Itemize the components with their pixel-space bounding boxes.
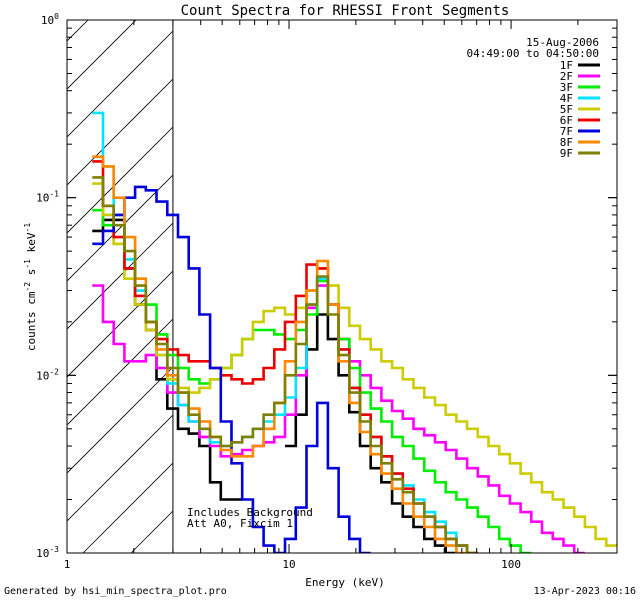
y-label-part-3: keV bbox=[25, 232, 38, 259]
x-axis-label: Energy (keV) bbox=[305, 576, 384, 589]
legend-label: 6F bbox=[560, 114, 573, 127]
y-tick-label: 10-2 bbox=[36, 367, 59, 382]
y-tick-label: 10-1 bbox=[36, 190, 59, 205]
legend-label: 4F bbox=[560, 92, 573, 105]
annotation-attenuator: Att A0, Fixcim 1 bbox=[187, 517, 293, 530]
legend-label: 5F bbox=[560, 103, 573, 116]
hatched-region bbox=[0, 20, 617, 553]
legend-label: 8F bbox=[560, 136, 573, 149]
x-tick-label: 1 bbox=[64, 558, 71, 571]
series-9F bbox=[92, 176, 478, 553]
y-label-exp-2: -1 bbox=[23, 259, 32, 269]
y-tick-label: 100 bbox=[41, 12, 59, 27]
y-tick-label: 10-3 bbox=[36, 545, 59, 560]
y-label-part-1: counts cm bbox=[25, 291, 38, 351]
y-label-exp-1: -2 bbox=[23, 282, 32, 292]
plot-frame bbox=[66, 19, 618, 554]
series-5F bbox=[92, 182, 617, 547]
time-range-label: 04:49:00 to 04:50:00 bbox=[467, 47, 599, 60]
legend-label: 7F bbox=[560, 125, 573, 138]
chart-title: Count Spectra for RHESSI Front Segments bbox=[181, 3, 510, 19]
axis-ticks bbox=[66, 19, 618, 554]
y-axis-label: counts cm-2 s-1 keV-1 bbox=[23, 223, 38, 351]
y-tick-labels: 10-3 10-2 10-1 100 bbox=[36, 12, 59, 560]
series-layer bbox=[92, 111, 617, 553]
annotation-background: Includes Background bbox=[187, 506, 313, 519]
hatch-line bbox=[67, 20, 89, 42]
y-label-part-2: s bbox=[25, 269, 38, 282]
hatch-line bbox=[67, 20, 137, 90]
x-tick-label: 100 bbox=[501, 558, 521, 571]
hatch-mask bbox=[172, 20, 617, 553]
hatch-line bbox=[67, 20, 185, 138]
legend-label: 9F bbox=[560, 147, 573, 160]
legend-label: 3F bbox=[560, 81, 573, 94]
generated-by-label: Generated by hsi_min_spectra_plot.pro bbox=[4, 586, 227, 597]
hatch-line bbox=[0, 20, 40, 553]
x-tick-labels: 1 10 100 bbox=[64, 558, 521, 571]
timestamp-label: 13-Apr-2023 00:16 bbox=[534, 586, 636, 597]
x-tick-label: 10 bbox=[282, 558, 295, 571]
y-label-exp-3: -1 bbox=[23, 223, 32, 233]
date-label: 15-Aug-2006 bbox=[526, 36, 599, 49]
hatch-line bbox=[67, 20, 233, 186]
legend-label: 1F bbox=[560, 59, 573, 72]
legend-label: 2F bbox=[560, 70, 573, 83]
